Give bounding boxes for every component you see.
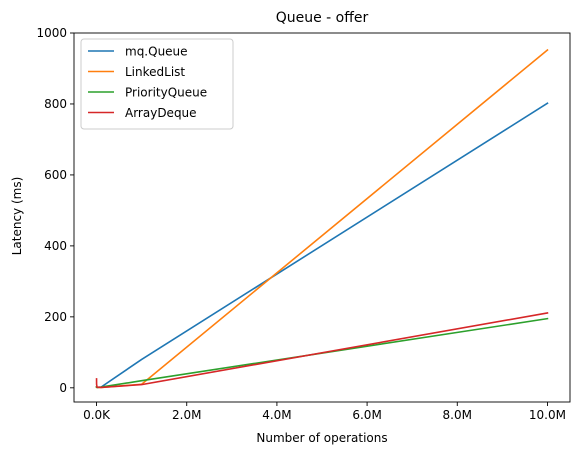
series-line-arraydeque bbox=[95, 312, 549, 389]
x-tick-label: 4.0M bbox=[262, 408, 291, 422]
legend-label: PriorityQueue bbox=[125, 86, 207, 100]
x-tick-label: 6.0M bbox=[352, 408, 381, 422]
legend-box bbox=[80, 38, 234, 130]
chart-title: Queue - offer bbox=[276, 10, 369, 26]
plot-frame bbox=[73, 32, 571, 403]
y-axis-label: Latency (ms) bbox=[10, 177, 24, 256]
x-tick-label: 8.0M bbox=[443, 408, 472, 422]
y-tick-label: 800 bbox=[44, 97, 67, 111]
x-axis-label: Number of operations bbox=[256, 431, 387, 445]
x-tick-label: 10.0M bbox=[529, 408, 566, 422]
legend-label: LinkedList bbox=[125, 65, 185, 79]
y-tick-label: 0 bbox=[59, 381, 67, 395]
y-tick-label: 400 bbox=[44, 239, 67, 253]
series-layer bbox=[95, 48, 549, 389]
legend-label: mq.Queue bbox=[125, 45, 188, 59]
x-tick-label: 0.0K bbox=[83, 408, 111, 422]
axes-layer: 0.0K 2.0M 4.0M 6.0M 8.0M 10.0M 0 200 400 600 800 10… bbox=[36, 26, 571, 422]
legend-label: ArrayDeque bbox=[125, 106, 197, 120]
y-tick-label: 200 bbox=[44, 310, 67, 324]
x-tick-label: 2.0M bbox=[172, 408, 201, 422]
y-tick-label: 600 bbox=[44, 168, 67, 182]
y-tick-label: 1000 bbox=[36, 26, 67, 40]
legend: mq.Queue LinkedList PriorityQueue ArrayDequ… bbox=[80, 38, 234, 130]
